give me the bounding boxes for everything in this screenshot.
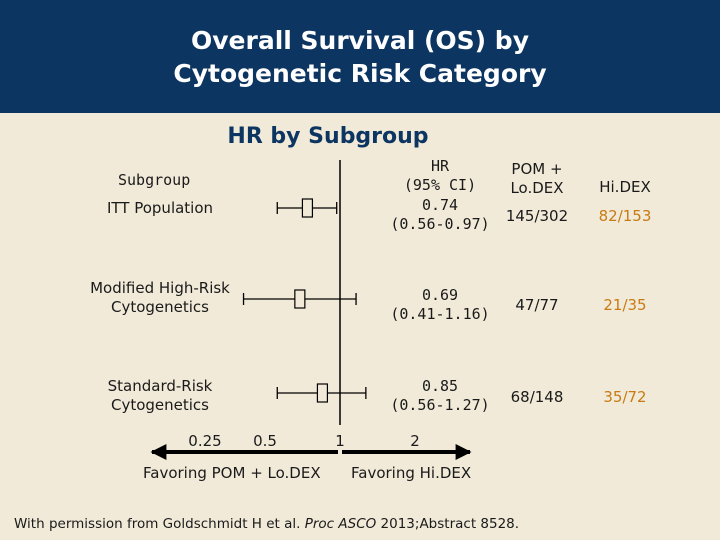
label-line-1: Standard-Risk <box>107 377 213 395</box>
page-title: Overall Survival (OS) by Cytogenetic Ris… <box>0 24 720 90</box>
row-hidex-itt: 82/153 <box>598 207 652 225</box>
row-hidex-standard-risk: 35/72 <box>603 388 647 406</box>
title-banner <box>0 0 720 113</box>
footnote-suffix: 2013;Abstract 8528. <box>376 516 520 532</box>
hr-ci: (0.41-1.16) <box>390 305 490 323</box>
x-axis-ticks: 0.25 0.5 1 2 <box>188 432 419 450</box>
row-label-standard-risk: Standard-Risk Cytogenetics <box>75 377 245 415</box>
row-hr-high-risk: 0.69 (0.41-1.16) <box>390 286 490 324</box>
hr-value: 0.85 <box>421 377 459 395</box>
pom-header: POM + Lo.DEX <box>496 160 578 198</box>
favor-right-label: Favoring Hi.DEX <box>351 464 472 482</box>
forest-row-1 <box>276 198 338 218</box>
row-pom-high-risk: 47/77 <box>515 296 559 314</box>
row-label-high-risk: Modified High-Risk Cytogenetics <box>75 279 245 317</box>
favor-left-label: Favoring POM + Lo.DEX <box>143 464 321 482</box>
hr-header-line-1: HR <box>430 157 450 175</box>
x-tick-label: 2 <box>410 432 420 450</box>
x-tick-label: 0.25 <box>188 432 221 450</box>
row-hr-standard-risk: 0.85 (0.56-1.27) <box>390 377 490 415</box>
hr-header-line-2: (95% CI) <box>403 176 477 194</box>
chart-subtitle: HR by Subgroup <box>227 124 429 149</box>
hr-point <box>294 289 306 309</box>
hr-point <box>316 383 329 403</box>
title-line-1: Overall Survival (OS) by <box>191 26 529 55</box>
label-line-2: Cytogenetics <box>110 396 209 414</box>
hr-value: 0.74 <box>421 196 459 214</box>
pom-header-line-1: POM + <box>511 160 563 178</box>
pom-header-line-2: Lo.DEX <box>510 179 564 197</box>
hr-ci: (0.56-0.97) <box>390 215 490 233</box>
hr-point <box>301 198 314 218</box>
footnote: With permission from Goldschmidt H et al… <box>14 516 519 532</box>
hidex-header: Hi.DEX <box>599 178 651 196</box>
forest-row-3 <box>276 383 367 403</box>
hr-header: HR (95% CI) <box>390 157 490 195</box>
footnote-prefix: With permission from Goldschmidt H et al… <box>14 516 305 532</box>
subgroup-header: Subgroup <box>118 171 191 189</box>
x-tick-label: 0.5 <box>253 432 277 450</box>
row-hidex-high-risk: 21/35 <box>603 296 647 314</box>
row-label-itt: ITT Population <box>106 199 214 217</box>
forest-row-2 <box>242 289 357 309</box>
label-line-2: Cytogenetics <box>110 298 209 316</box>
label-line-1: Modified High-Risk <box>90 279 230 297</box>
forest-marks <box>242 198 367 403</box>
hr-ci: (0.56-1.27) <box>390 396 490 414</box>
title-line-2: Cytogenetic Risk Category <box>173 59 547 88</box>
hr-value: 0.69 <box>421 286 459 304</box>
row-pom-standard-risk: 68/148 <box>510 388 564 406</box>
row-pom-itt: 145/302 <box>505 207 569 225</box>
x-tick-label: 1 <box>335 432 345 450</box>
footnote-journal: Proc ASCO <box>304 516 377 532</box>
row-hr-itt: 0.74 (0.56-0.97) <box>390 196 490 234</box>
